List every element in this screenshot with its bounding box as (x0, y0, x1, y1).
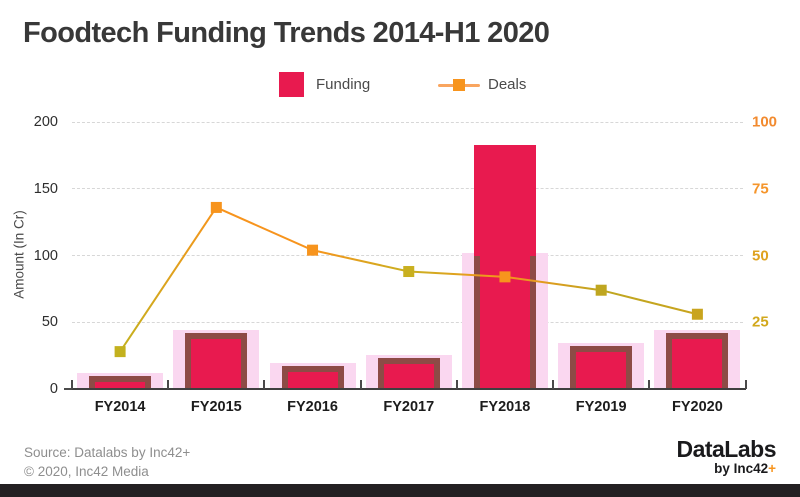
funding-legend-swatch (279, 72, 304, 97)
deals-marker (403, 266, 415, 278)
deals-legend-label: Deals (488, 76, 527, 93)
bar (666, 332, 729, 389)
x-axis-tick (263, 380, 266, 389)
x-axis-category-label: FY2017 (383, 399, 435, 415)
x-axis-line (72, 388, 746, 390)
deals-marker (691, 308, 703, 320)
bar (89, 375, 152, 389)
right-axis-tick-label: 75 (752, 180, 769, 198)
x-axis-category-label: FY2015 (190, 399, 242, 415)
x-axis-category-label: FY2014 (94, 399, 146, 415)
x-axis-category-label: FY2020 (671, 399, 723, 415)
bar (570, 346, 633, 389)
x-axis-tick (552, 380, 555, 389)
bar (185, 332, 248, 389)
datalabs-logo-subtitle: by Inc42+ (714, 461, 776, 476)
x-axis-tick (167, 380, 170, 389)
bar-edge (473, 255, 480, 389)
gridline (72, 188, 743, 190)
x-axis-category-label: FY2016 (287, 399, 338, 415)
left-axis-tick-label: 200 (33, 114, 58, 130)
datalabs-logo: DataLabs by Inc42+ (676, 437, 776, 476)
gridline (72, 121, 743, 123)
deals-marker (114, 346, 126, 358)
bottom-brand-strip (0, 484, 800, 497)
source-line-2: © 2020, Inc42 Media (24, 464, 149, 479)
x-axis-tick (359, 380, 362, 389)
bar (281, 366, 344, 389)
source-note: Source: Datalabs by Inc42+ © 2020, Inc42… (24, 443, 190, 481)
deals-marker (595, 284, 607, 296)
bar-edge (529, 255, 536, 389)
deals-marker (210, 201, 222, 213)
chart-title: Foodtech Funding Trends 2014-H1 2020 (23, 17, 550, 49)
x-axis-tick (744, 380, 747, 389)
x-axis-tick (71, 380, 73, 389)
funding-legend-label: Funding (316, 76, 371, 93)
right-axis-tick-label: 100 (752, 113, 778, 131)
x-axis-tick (648, 380, 651, 389)
y-axis-origin-tick (64, 388, 72, 390)
x-axis-category-label: FY2019 (575, 399, 627, 415)
left-axis-tick-label: 100 (33, 247, 58, 264)
inc42-plus-icon: + (768, 461, 776, 476)
gridline (72, 321, 743, 323)
deals-legend-marker-icon (453, 79, 465, 91)
right-axis-tick-label: 50 (752, 247, 769, 264)
left-axis-tick-label: 150 (33, 180, 58, 197)
right-axis-tick-label: 25 (752, 313, 769, 331)
bar (377, 358, 440, 389)
left-axis-tick-label: 0 (49, 381, 58, 397)
x-axis-category-label: FY2018 (479, 399, 531, 415)
x-axis-tick (455, 380, 458, 389)
left-axis-tick-label: 50 (41, 314, 58, 331)
datalabs-logo-title: DataLabs (676, 436, 776, 462)
bar (473, 144, 536, 389)
gridline (72, 255, 743, 256)
deals-marker (307, 244, 319, 256)
source-line-1: Source: Datalabs by Inc42+ (24, 445, 191, 460)
